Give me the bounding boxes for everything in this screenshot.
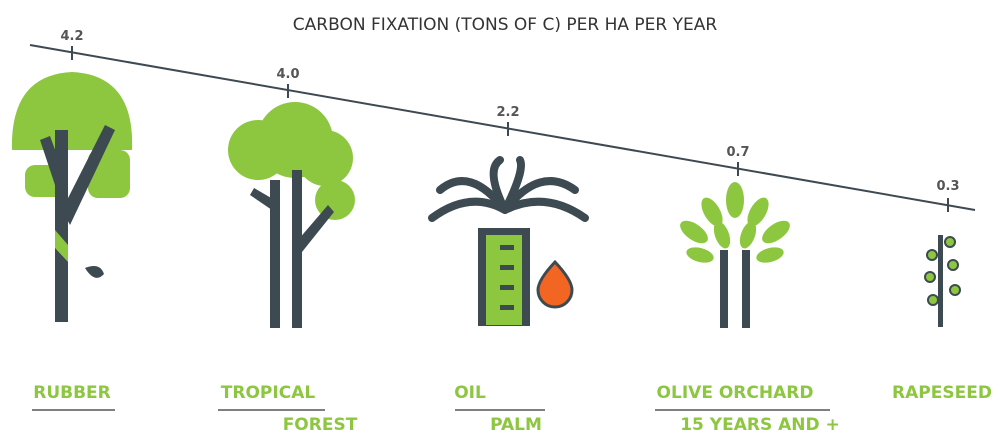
item-name: RUBBER xyxy=(33,383,111,403)
value-label: 2.2 xyxy=(496,105,519,120)
item-name: OIL xyxy=(454,383,486,403)
labels: RUBBER TROPICAL FOREST OIL PALM OLIVE OR… xyxy=(32,383,992,435)
value-label: 0.7 xyxy=(726,145,749,160)
title: CARBON FIXATION (TONS OF C) PER HA PER Y… xyxy=(293,15,718,35)
tropical-tree xyxy=(228,102,355,328)
rapeseed-plant xyxy=(924,235,961,327)
ticks xyxy=(71,46,949,212)
value-label: 0.3 xyxy=(936,179,959,194)
item-name: 15 YEARS AND + xyxy=(680,415,840,435)
item-name: PALM xyxy=(490,415,542,435)
value-label: 4.2 xyxy=(60,29,83,44)
trend-line xyxy=(29,44,976,211)
item-name: FOREST xyxy=(283,415,358,435)
palm-tree xyxy=(428,156,589,326)
item-name: RAPESEED xyxy=(892,383,992,403)
olive-tree xyxy=(680,182,790,328)
value-label: 4.0 xyxy=(276,67,299,82)
item-name: TROPICAL xyxy=(221,383,316,403)
item-name: OLIVE ORCHARD xyxy=(657,383,814,403)
rubber-tree xyxy=(11,72,133,322)
